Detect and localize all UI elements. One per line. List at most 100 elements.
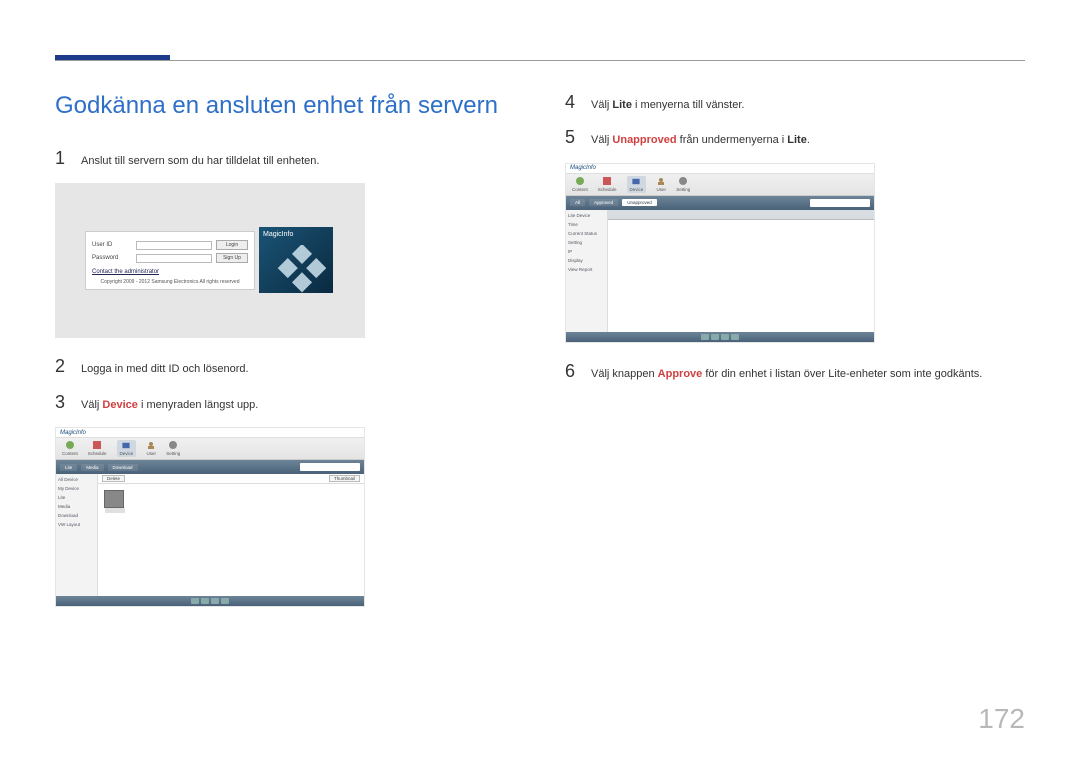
app-submenu-bar: All Approved Unapproved [566, 196, 874, 210]
sidebar-item[interactable]: Lite Device [568, 213, 605, 218]
submenu-all[interactable]: All [570, 199, 585, 206]
app-main-area: Delete Thumbnail [98, 474, 364, 596]
signup-button[interactable]: Sign Up [216, 253, 248, 263]
highlight-approve: Approve [658, 368, 703, 380]
sidebar-item[interactable]: Setting [568, 240, 605, 245]
app-brand: MagicInfo [60, 430, 86, 436]
step-number: 3 [55, 392, 69, 413]
app-toolbar: Delete Thumbnail [98, 474, 364, 484]
pager-button[interactable] [211, 598, 219, 604]
app-topbar: MagicInfo [566, 164, 874, 174]
pager-button[interactable] [711, 334, 719, 340]
submenu-unapproved[interactable]: Unapproved [622, 199, 657, 206]
highlight-unapproved: Unapproved [612, 134, 676, 146]
user-id-input[interactable] [136, 241, 212, 250]
sidebar-item[interactable]: Time [568, 222, 605, 227]
list-header [608, 210, 874, 220]
app-brand: MagicInfo [570, 165, 596, 171]
sidebar-item[interactable]: Media [58, 504, 95, 509]
tab-setting[interactable]: Setting [676, 176, 690, 193]
pager-button[interactable] [701, 334, 709, 340]
app-topbar: MagicInfo [56, 428, 364, 438]
tab-user[interactable]: User [146, 440, 156, 457]
submenu-download[interactable]: Download [108, 464, 138, 471]
login-copyright: Copyright 2009 - 2012 Samsung Electronic… [92, 279, 248, 285]
device-thumbnail[interactable] [104, 490, 124, 508]
step-text: Välj knappen Approve för din enhet i lis… [591, 367, 1025, 382]
submenu-lite[interactable]: Lite [60, 464, 77, 471]
app-sidebar: Lite Device Time Current Status Setting … [566, 210, 608, 332]
step-text: Logga in med ditt ID och lösenord. [81, 362, 515, 377]
highlight-device: Device [102, 399, 137, 411]
tab-device[interactable]: Device [117, 440, 137, 457]
sidebar-item[interactable]: Display [568, 258, 605, 263]
search-input[interactable] [300, 463, 360, 471]
page-number: 172 [978, 703, 1025, 735]
step-text: Anslut till servern som du har tilldelat… [81, 154, 515, 169]
app-footer [56, 596, 364, 606]
sidebar-item[interactable]: Current Status [568, 231, 605, 236]
step-number: 1 [55, 148, 69, 169]
submenu-approved[interactable]: Approved [589, 199, 618, 206]
lite-screenshot: MagicInfo Content Schedule Device User S… [565, 163, 875, 343]
app-footer [566, 332, 874, 342]
top-rule [55, 60, 1025, 61]
step-3: 3 Välj Device i menyraden längst upp. [55, 392, 515, 413]
tab-device[interactable]: Device [627, 176, 647, 193]
app-main-area [608, 210, 874, 332]
pager-button[interactable] [201, 598, 209, 604]
step-number: 2 [55, 356, 69, 377]
right-column: 4 Välj Lite i menyerna till vänster. 5 V… [565, 92, 1025, 625]
login-screenshot: User ID Login Password Sign Up Contact t… [55, 183, 365, 338]
page-heading: Godkänna en ansluten enhet från servern [55, 92, 515, 120]
highlight-lite: Lite [787, 134, 807, 146]
pager-button[interactable] [221, 598, 229, 604]
logo-diamonds-icon [275, 245, 329, 293]
search-input[interactable] [810, 199, 870, 207]
pager-button[interactable] [731, 334, 739, 340]
step-text: Välj Unapproved från undermenyerna i Lit… [591, 133, 1025, 148]
tab-schedule[interactable]: Schedule [88, 440, 107, 457]
app-submenu-bar: Lite Media Download [56, 460, 364, 474]
login-form: User ID Login Password Sign Up Contact t… [85, 231, 255, 290]
pager-button[interactable] [721, 334, 729, 340]
sidebar-item[interactable]: Download [58, 513, 95, 518]
pager-button[interactable] [191, 598, 199, 604]
sidebar-item[interactable]: Lite [58, 495, 95, 500]
password-input[interactable] [136, 254, 212, 263]
tab-schedule[interactable]: Schedule [598, 176, 617, 193]
tab-content[interactable]: Content [62, 440, 78, 457]
step-1: 1 Anslut till servern som du har tilldel… [55, 148, 515, 169]
password-label: Password [92, 255, 132, 261]
step-number: 4 [565, 92, 579, 113]
login-button[interactable]: Login [216, 240, 248, 250]
app-main-tabs: Content Schedule Device User Setting [56, 438, 364, 460]
step-4: 4 Välj Lite i menyerna till vänster. [565, 92, 1025, 113]
step-6: 6 Välj knappen Approve för din enhet i l… [565, 361, 1025, 382]
app-sidebar: All Device My Device Lite Media Download… [56, 474, 98, 596]
magicinfo-brand: MagicInfo [263, 231, 293, 238]
contact-admin-link[interactable]: Contact the administrator [92, 269, 248, 275]
highlight-lite: Lite [612, 99, 632, 111]
user-id-label: User ID [92, 242, 132, 248]
sidebar-item[interactable]: All Device [58, 477, 95, 482]
device-screenshot: MagicInfo Content Schedule Device User S… [55, 427, 365, 607]
step-2: 2 Logga in med ditt ID och lösenord. [55, 356, 515, 377]
step-5: 5 Välj Unapproved från undermenyerna i L… [565, 127, 1025, 148]
toolbar-delete-button[interactable]: Delete [102, 475, 125, 482]
left-column: Godkänna en ansluten enhet från servern … [55, 92, 515, 625]
sidebar-item[interactable]: View Report [568, 267, 605, 272]
sidebar-item[interactable]: My Device [58, 486, 95, 491]
toolbar-view-select[interactable]: Thumbnail [329, 475, 360, 482]
tab-setting[interactable]: Setting [166, 440, 180, 457]
tab-content[interactable]: Content [572, 176, 588, 193]
app-main-tabs: Content Schedule Device User Setting [566, 174, 874, 196]
step-number: 6 [565, 361, 579, 382]
submenu-media[interactable]: Media [81, 464, 103, 471]
step-text: Välj Lite i menyerna till vänster. [591, 98, 1025, 113]
tab-user[interactable]: User [656, 176, 666, 193]
step-number: 5 [565, 127, 579, 148]
sidebar-item[interactable]: VW Layout [58, 522, 95, 527]
step-text: Välj Device i menyraden längst upp. [81, 398, 515, 413]
sidebar-item[interactable]: IP [568, 249, 605, 254]
